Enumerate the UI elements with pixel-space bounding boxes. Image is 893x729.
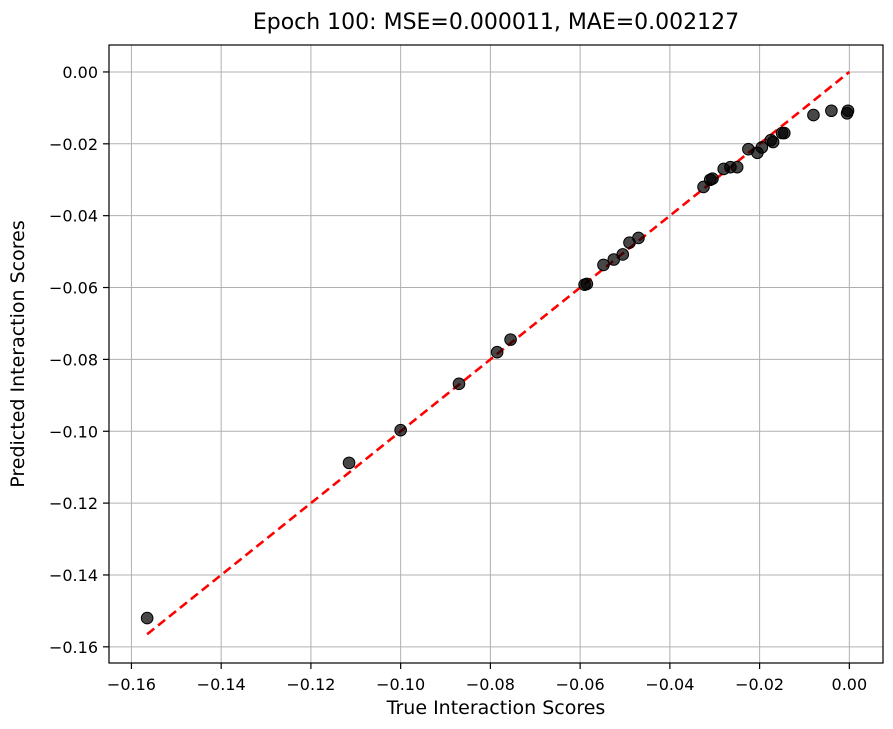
data-point [504,333,517,346]
data-point [730,160,744,174]
y-tick-label: −0.16 [49,638,98,657]
data-point [580,277,594,291]
y-tick-label: −0.04 [49,207,98,226]
data-point [755,141,769,154]
y-axis-ticks: 0.00 −0.02 −0.04 −0.06 −0.08 −0.10 −0.12 −0.14 −… [49,63,109,657]
y-tick-label: −0.08 [49,350,98,369]
data-point [490,345,504,359]
y-tick-label: −0.14 [49,566,98,585]
data-point [394,423,407,437]
data-point [140,611,154,625]
data-point [342,456,356,470]
x-tick-label: −0.14 [197,675,246,694]
y-tick-label: 0.00 [62,63,98,82]
x-tick-label: 0.00 [832,675,868,694]
x-tick-label: −0.06 [556,675,605,694]
chart-title: Epoch 100: MSE=0.000011, MAE=0.002127 [253,10,739,35]
data-point [616,248,630,261]
y-tick-label: −0.02 [49,135,98,154]
y-tick-label: −0.10 [49,422,98,441]
x-tick-label: −0.16 [107,675,156,694]
data-point [706,172,719,185]
data-point [777,126,791,140]
y-tick-label: −0.12 [49,494,98,513]
x-tick-label: −0.08 [466,675,515,694]
x-tick-label: −0.10 [376,675,425,694]
y-tick-label: −0.06 [49,279,98,298]
data-point [766,135,780,149]
x-tick-label: −0.12 [286,675,335,694]
data-point [807,108,820,122]
data-point [841,104,855,118]
data-point [452,377,466,391]
grid-lines [109,45,883,663]
x-axis-label: True Interaction Scores [386,697,606,719]
y-axis-label: Predicted Interaction Scores [7,220,29,487]
data-point [632,231,645,245]
data-points [140,104,855,625]
data-point [825,104,838,118]
data-point [597,258,610,272]
x-tick-label: −0.04 [645,675,694,694]
plot-frame [108,44,884,664]
x-tick-label: −0.02 [735,675,784,694]
x-axis-ticks: −0.16 −0.14 −0.12 −0.10 −0.08 −0.06 −0.04 −0.02… [107,663,867,694]
